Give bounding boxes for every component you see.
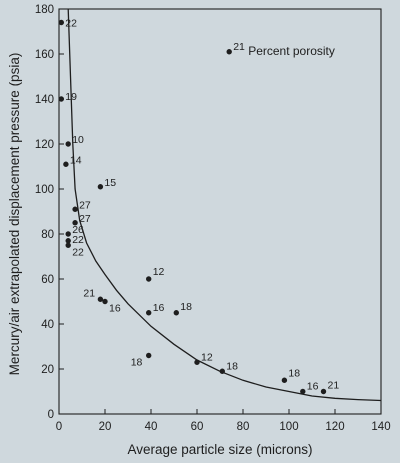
y-tick-label: 0 (48, 409, 54, 421)
point-label: 15 (104, 177, 116, 189)
point-label: 14 (70, 154, 82, 166)
plot-frame (58, 8, 382, 415)
x-tick-label: 140 (371, 421, 390, 433)
trend-curve (67, 8, 382, 402)
x-tick-label: 80 (237, 421, 250, 433)
point-label: 16 (307, 381, 319, 393)
data-point (65, 141, 71, 147)
axes: 0 20 40 60 80 100 120 140 0 20 40 60 80 100 120 140 160 1… (35, 4, 391, 433)
data-point (281, 377, 288, 383)
point-label: 22 (72, 234, 84, 246)
annotation-text: Percent porosity (248, 44, 335, 58)
y-tick-label: 20 (41, 364, 54, 376)
x-tick-label: 20 (99, 421, 112, 433)
point-label: 19 (65, 91, 77, 103)
point-label: 18 (131, 357, 143, 369)
point-label: 22 (65, 18, 77, 30)
data-point (146, 352, 152, 359)
point-label: 22 (72, 246, 84, 258)
data-point (65, 242, 71, 248)
y-tick-label: 160 (35, 49, 54, 61)
data-point (58, 96, 64, 102)
data-point (146, 276, 152, 282)
data-point (173, 310, 179, 316)
y-tick-label: 40 (41, 319, 54, 331)
point-label: 12 (153, 266, 165, 278)
data-point (97, 296, 104, 302)
point-label: 16 (109, 303, 121, 315)
legend-point (226, 49, 232, 55)
x-tick-label: 120 (325, 421, 344, 433)
point-label: 27 (79, 213, 91, 225)
y-tick-label: 60 (41, 274, 54, 286)
y-tick-label: 80 (41, 229, 54, 241)
trend-curve-layer (67, 8, 382, 402)
x-tick-label: 100 (279, 421, 298, 433)
y-tick-label: 100 (35, 184, 54, 196)
y-tick-label: 180 (35, 4, 54, 16)
data-point (63, 161, 69, 167)
point-label: 21 (328, 380, 340, 392)
data-point (72, 220, 78, 226)
data-point (194, 359, 200, 365)
annotation-legend: 21 Percent porosity (226, 41, 335, 58)
y-tick-label: 140 (35, 94, 54, 106)
data-point (146, 310, 152, 316)
data-point (58, 19, 64, 26)
point-label: 18 (180, 301, 192, 313)
data-point (102, 298, 108, 305)
point-label: 16 (153, 302, 165, 314)
data-point (72, 206, 78, 212)
point-label: 12 (201, 351, 213, 363)
y-tick-label: 120 (35, 139, 54, 151)
x-tick-label: 60 (191, 421, 204, 433)
point-label: 21 (83, 287, 95, 299)
x-axis-title: Average particle size (microns) (127, 442, 312, 457)
point-label: 10 (72, 134, 84, 146)
point-label: 18 (226, 360, 238, 372)
point-label: 26 (72, 224, 84, 236)
data-point (97, 184, 104, 190)
data-point (300, 388, 306, 395)
point-label: 18 (288, 367, 300, 379)
x-tick-label: 40 (145, 421, 158, 433)
point-label: 27 (79, 199, 91, 211)
data-point (65, 238, 71, 244)
data-point (65, 231, 71, 237)
data-point (219, 368, 225, 374)
x-tick-label: 0 (56, 421, 62, 433)
legend-point-label: 21 (233, 41, 245, 53)
y-axis-title: Mercury/air extrapolated displacement pr… (7, 53, 22, 376)
data-point (320, 388, 327, 395)
